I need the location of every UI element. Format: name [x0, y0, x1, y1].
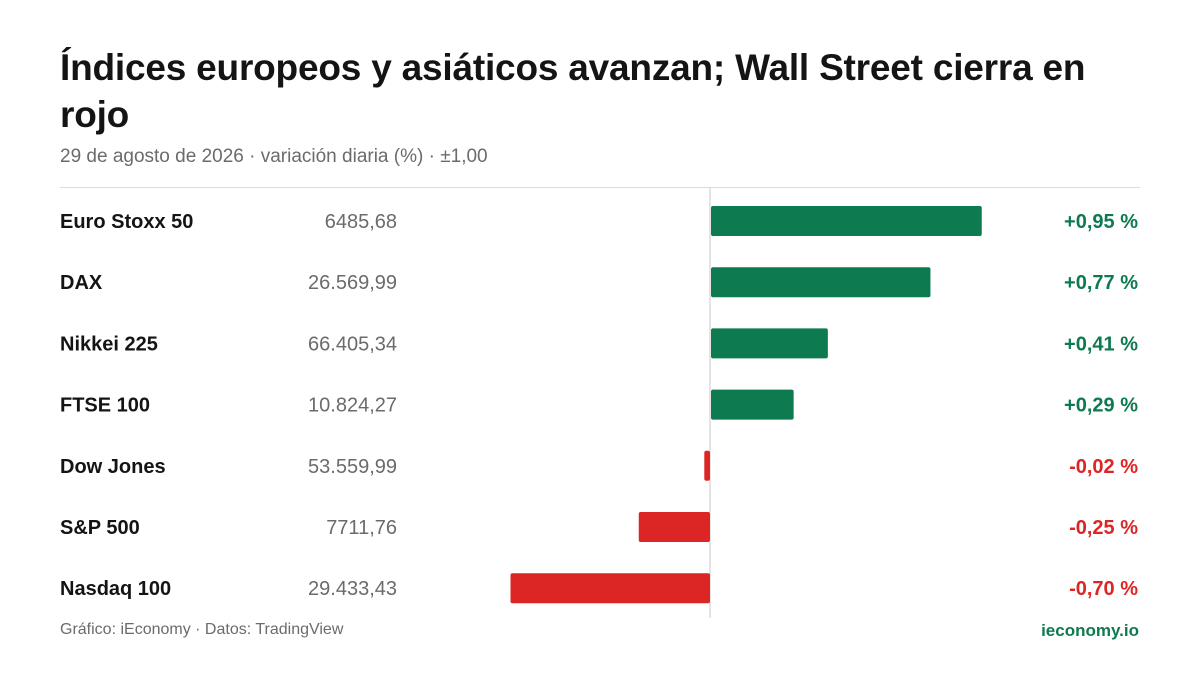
change-value-label: -0,25 % [1069, 517, 1138, 539]
header-divider [60, 187, 1140, 188]
index-name-label: FTSE 100 [60, 395, 150, 417]
index-level-label: 53.559,99 [308, 456, 397, 478]
source-credit: Gráfico: iEconomy · Datos: TradingView [60, 621, 344, 638]
bar [711, 328, 828, 359]
index-level-label: 26.569,99 [308, 272, 397, 294]
index-level-label: 7711,76 [326, 517, 397, 539]
change-value-label: +0,29 % [1064, 395, 1138, 417]
change-value-label: +0,95 % [1064, 211, 1138, 233]
index-level-label: 10.824,27 [308, 395, 397, 417]
bar [711, 267, 931, 298]
index-name-label: DAX [60, 272, 103, 294]
bar [704, 450, 710, 481]
index-level-label: 66.405,34 [308, 333, 397, 355]
index-name-label: Nasdaq 100 [60, 578, 171, 600]
index-level-label: 29.433,43 [308, 578, 397, 600]
change-value-label: -0,02 % [1069, 456, 1138, 478]
brand-link[interactable]: ieconomy.io [1041, 621, 1139, 640]
change-value-label: +0,41 % [1064, 333, 1138, 355]
chart-subtitle: 29 de agosto de 2026 · variación diaria … [60, 146, 488, 167]
bar [638, 512, 710, 542]
index-name-label: S&P 500 [60, 517, 140, 539]
change-value-label: +0,77 % [1064, 272, 1138, 294]
index-level-label: 6485,68 [325, 211, 397, 233]
index-name-label: Euro Stoxx 50 [60, 211, 193, 233]
bar [711, 206, 982, 236]
change-value-label: -0,70 % [1069, 578, 1138, 600]
bar [711, 389, 794, 420]
bar [510, 573, 710, 604]
bar-chart: Euro Stoxx 50 6485,68 +0,95 % DAX 26.569,99 +… [60, 188, 1138, 618]
index-name-label: Nikkei 225 [60, 333, 158, 355]
chart-title: Índices europeos y asiáticos avanzan; Wa… [60, 47, 1086, 135]
index-name-label: Dow Jones [60, 456, 166, 478]
